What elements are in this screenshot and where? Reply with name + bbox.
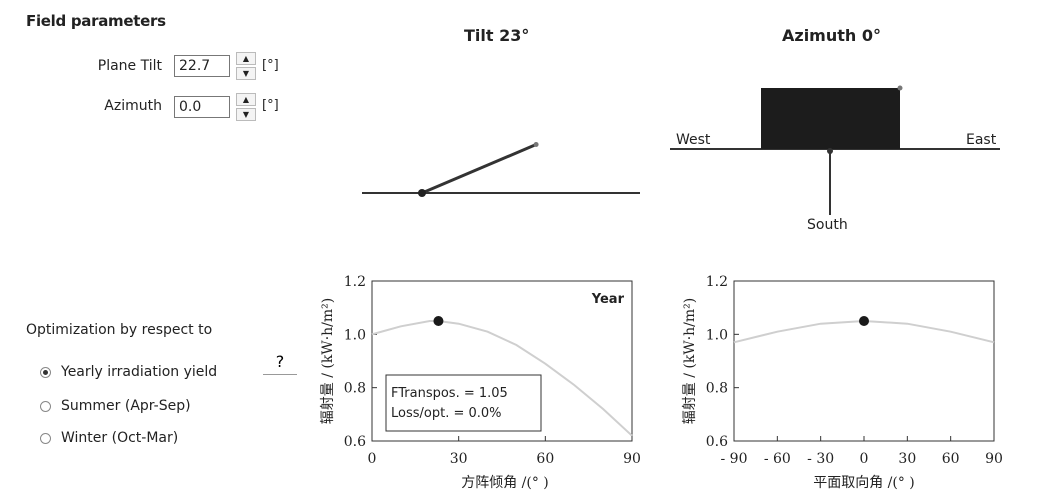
help-button[interactable]: ?: [263, 349, 297, 375]
west-label: West: [676, 132, 711, 148]
south-label: South: [807, 217, 848, 233]
x-tick-label: - 60: [764, 451, 791, 467]
y-tick-label: 0.6: [344, 434, 366, 450]
y-tick-label: 0.8: [706, 381, 728, 397]
x-tick-label: 0: [368, 451, 377, 467]
y-tick-label: 0.6: [706, 434, 728, 450]
azimuth-spinner[interactable]: ▲ ▼: [236, 93, 256, 121]
x-tick-label: 30: [450, 451, 468, 467]
radio-unselected-icon[interactable]: [40, 400, 51, 412]
plane-tip: [533, 142, 539, 147]
radio-winter-label: Winter (Oct-Mar): [61, 430, 179, 446]
y-axis-label: 辐射量 / (kW·h/m²): [682, 298, 698, 425]
tilt-diagram-title: Tilt 23°: [464, 26, 530, 45]
y-tick-label: 0.8: [344, 381, 366, 397]
irradiation-curve: [371, 320, 633, 437]
annotation-box: [385, 374, 542, 432]
x-axis-label: 方阵倾角 /(° ): [461, 475, 549, 491]
decrement-icon[interactable]: ▼: [236, 108, 256, 121]
azimuth-diagram-title: Azimuth 0°: [782, 26, 881, 45]
x-tick-label: 30: [898, 451, 916, 467]
x-tick-label: - 90: [721, 451, 748, 467]
radio-selected-icon[interactable]: [40, 366, 51, 378]
x-tick-label: 60: [536, 451, 554, 467]
ftranspos-label: FTranspos. = 1.05: [391, 386, 508, 401]
y-tick-label: 1.2: [344, 274, 366, 290]
plot-area: [733, 280, 995, 442]
x-tick-label: 0: [860, 451, 869, 467]
plane-tilt-label: Plane Tilt: [97, 58, 162, 74]
loss-label: Loss/opt. = 0.0%: [391, 406, 502, 421]
plane-tilt-unit: [°]: [262, 58, 279, 73]
x-tick-label: 60: [942, 451, 960, 467]
panel-corner-dot: [897, 85, 903, 91]
field-parameters-title: Field parameters: [26, 12, 166, 30]
x-tick-label: 90: [623, 451, 641, 467]
azimuth-diagram: West East South: [670, 85, 1000, 233]
x-tick-label: - 30: [807, 451, 834, 467]
optimization-title: Optimization by respect to: [26, 322, 213, 338]
tilted-plane: [421, 143, 537, 195]
x-tick-label: 90: [985, 451, 1003, 467]
azimuth-chart: 0.6 0.8 1.0 1.2 - 90 - 60 - 30 0 30 60 90 平面取向角 /…: [682, 274, 1003, 491]
center-point: [827, 148, 833, 154]
radio-summer-label: Summer (Apr-Sep): [61, 398, 191, 414]
y-tick-label: 1.2: [706, 274, 728, 290]
plane-tilt-input[interactable]: [174, 55, 230, 77]
azimuth-unit: [°]: [262, 98, 279, 113]
decrement-icon[interactable]: ▼: [236, 67, 256, 80]
radio-yearly[interactable]: Yearly irradiation yield: [40, 364, 217, 380]
plane-tilt-spinner[interactable]: ▲ ▼: [236, 52, 256, 80]
pivot-point: [418, 189, 426, 197]
tilt-diagram: [362, 142, 640, 197]
increment-icon[interactable]: ▲: [236, 52, 256, 65]
radio-summer[interactable]: Summer (Apr-Sep): [40, 398, 191, 414]
current-tilt-marker: [433, 316, 444, 326]
x-axis-label: 平面取向角 /(° ): [813, 475, 915, 491]
y-axis-label: 辐射量 / (kW·h/m²): [320, 298, 336, 425]
panel-plane: [761, 88, 900, 149]
current-azimuth-marker: [859, 316, 869, 326]
y-tick-label: 1.0: [344, 327, 366, 343]
increment-icon[interactable]: ▲: [236, 93, 256, 106]
y-tick-label: 1.0: [706, 327, 728, 343]
east-label: East: [966, 132, 997, 148]
tilt-chart: 0.6 0.8 1.0 1.2 0 30 60 90 Year FTranspos. = 1…: [320, 274, 641, 491]
radio-unselected-icon[interactable]: [40, 432, 51, 444]
radio-winter[interactable]: Winter (Oct-Mar): [40, 430, 178, 446]
azimuth-input[interactable]: [174, 96, 230, 118]
azimuth-label: Azimuth: [104, 98, 162, 114]
radio-yearly-label: Yearly irradiation yield: [61, 364, 218, 380]
season-label: Year: [591, 292, 625, 307]
